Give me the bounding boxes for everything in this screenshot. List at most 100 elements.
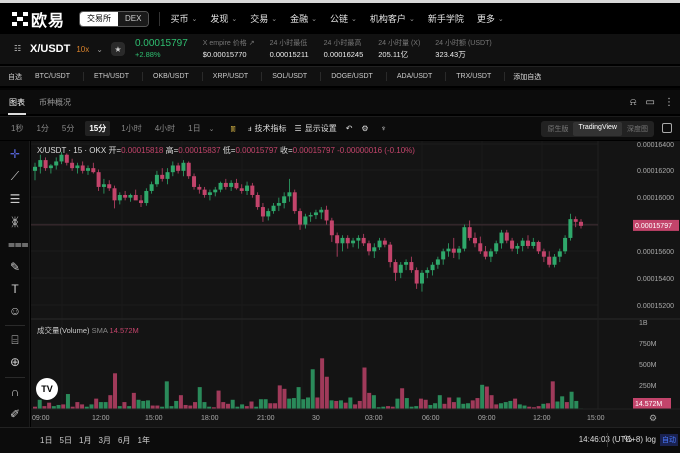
range-button[interactable]: 3月 [98, 436, 111, 445]
nav-item-1[interactable]: 发现 ⌄ [210, 12, 237, 25]
watchlist-pair[interactable]: XRP/USDT [203, 72, 263, 81]
watchlist-pair[interactable]: SOL/USDT [262, 72, 322, 81]
segment-dex[interactable]: DEX [118, 11, 149, 26]
svg-text:14.572M: 14.572M [635, 401, 662, 408]
log-toggle[interactable]: log [645, 435, 656, 444]
tradingview-logo[interactable]: TV [36, 378, 58, 400]
nav-item-5[interactable]: 机构客户 ⌄ [370, 12, 415, 25]
more-vertical-icon[interactable]: ⋮ [664, 97, 674, 108]
text-tool-icon[interactable]: T [11, 282, 19, 296]
tab-chart[interactable]: 图表 [8, 89, 26, 115]
timeframe-6[interactable]: 1日 [188, 124, 201, 133]
stat-value: 0.00015211 [269, 50, 309, 59]
price-alert-icon[interactable]: ⍾ [629, 97, 637, 108]
trendline-icon[interactable]: ⟋ [10, 169, 20, 183]
view-tradingview[interactable]: TradingView [573, 122, 622, 136]
stat-label: 24 小时额 (USDT) [435, 40, 492, 47]
timeframe-4[interactable]: 1小时 [121, 124, 142, 133]
segment-exchange[interactable]: 交易所 [80, 11, 119, 26]
add-watchlist-button[interactable]: 添加自选 [513, 73, 542, 81]
clock[interactable]: 14:46:03 (UTC+8) [578, 435, 643, 444]
nav-item-7[interactable]: 更多 ⌄ [477, 12, 504, 25]
divider [5, 377, 25, 378]
volume-title: 成交量(Volume) [37, 326, 90, 335]
watchlist-pair[interactable]: ETH/USDT [84, 72, 143, 81]
display-settings-button[interactable]: ☰ 显示设置 [295, 123, 337, 134]
zoom-in-icon[interactable]: ⊕ [9, 355, 21, 369]
svg-text:21:00: 21:00 [257, 415, 275, 422]
emoji-icon[interactable]: ☺ [8, 304, 22, 318]
indicators-button[interactable]: ⅎ 技术指标 [248, 123, 287, 134]
view-depth[interactable]: 深度图 [627, 126, 648, 133]
brush-icon[interactable]: ✎ [9, 260, 21, 274]
svg-text:⚙: ⚙ [649, 414, 657, 424]
range-button[interactable]: 1月 [79, 436, 92, 445]
chevron-down-icon: ⌄ [271, 15, 278, 23]
watchlist-pair[interactable]: TRX/USDT [446, 72, 506, 81]
bottom-bar: 1日 5日 1月 3月 6月 1年 14:46:03 (UTC+8) % log 自动 [0, 427, 680, 453]
svg-text:500M: 500M [639, 362, 657, 369]
nav-item-6[interactable]: 新手学院 [428, 12, 464, 25]
layout-window-icon[interactable]: ▭ [645, 97, 655, 108]
timeframe-2[interactable]: 5分 [61, 124, 75, 133]
candlestick-chart[interactable]: 0.000164000.000162000.000160000.00015800… [31, 141, 680, 427]
watchlist-pair[interactable]: DOGE/USDT [321, 72, 387, 81]
fullscreen-icon[interactable] [662, 123, 672, 133]
pair-name[interactable]: X/USDT [30, 43, 71, 55]
nav-item-3[interactable]: 金融 ⌄ [290, 12, 317, 25]
favorite-star-icon[interactable]: ★ [110, 42, 125, 56]
list-icon: ☰ [294, 124, 302, 133]
legend-close-label: 收= [279, 146, 293, 155]
ticker-bar: ☷ X/USDT 10x ⌄ ★ 0.00015797 +2.88% X emp… [0, 34, 680, 64]
indicators-icon: ⅎ [247, 124, 252, 133]
watchlist-pair[interactable]: OKB/USDT [143, 72, 203, 81]
magnet-icon[interactable]: ∩ [10, 385, 20, 399]
pair-dropdown-chevron-icon[interactable]: ⌄ [96, 44, 103, 54]
prediction-icon[interactable]: ⩶ [8, 237, 29, 251]
divider [5, 325, 25, 326]
settings-gear-icon[interactable]: ⚙ [361, 124, 369, 133]
volume-sma-label: SMA [91, 326, 108, 335]
range-button[interactable]: 1日 [40, 436, 53, 445]
timeframe-3[interactable]: 15分 [85, 121, 111, 136]
fib-retracement-icon[interactable]: ☰ [9, 192, 21, 206]
crosshair-icon[interactable]: ✛ [9, 147, 21, 161]
nav-item-4[interactable]: 公链 ⌄ [330, 12, 357, 25]
range-button[interactable]: 1年 [137, 436, 150, 445]
range-button[interactable]: 6月 [118, 436, 131, 445]
chart-toolbar: 1秒 1分 5分 15分 1小时 4小时 1日 ⌄ ⫾⫾ ⅎ 技术指标 ☰ 显示设置 ↶ ⚙ ♆… [0, 116, 680, 140]
stat-label: 24 小时最低 [269, 40, 308, 47]
percent-toggle[interactable]: % [623, 434, 632, 444]
candle-type-icon[interactable]: ⫾⫾ [230, 123, 236, 133]
legend-title: X/USDT · 15 · OKX [37, 146, 107, 155]
undo-icon[interactable]: ↶ [345, 124, 353, 133]
template-icon[interactable]: ♆ [380, 124, 387, 133]
auto-scale-toggle[interactable]: 自动 [660, 434, 678, 446]
okx-logo[interactable]: 欧易 [12, 7, 65, 31]
svg-text:0.00015600: 0.00015600 [637, 249, 674, 256]
timeframe-5[interactable]: 4小时 [154, 124, 176, 133]
view-native[interactable]: 原生版 [547, 126, 569, 133]
divider [159, 11, 161, 26]
watchlist-pairs: BTC/USDT ETH/USDT OKB/USDT XRP/USDT SOL/USDT… [25, 72, 506, 81]
watchlist-title[interactable]: 自选 [8, 73, 22, 81]
range-button[interactable]: 5日 [59, 436, 72, 445]
chart-area[interactable]: 0.000164000.000162000.000160000.00015800… [31, 141, 680, 427]
lock-drawings-icon[interactable]: ✐ [9, 407, 21, 421]
ruler-icon[interactable]: ⌸ [11, 333, 19, 347]
svg-text:12:00: 12:00 [92, 415, 110, 422]
watchlist-pair[interactable]: ADA/USDT [387, 72, 447, 81]
timeframe-1[interactable]: 1分 [36, 124, 49, 133]
watchlist-pair[interactable]: BTC/USDT [25, 72, 84, 81]
nav-item-0[interactable]: 买币 ⌄ [170, 12, 197, 25]
svg-text:0.00016000: 0.00016000 [637, 195, 674, 202]
nav-item-2[interactable]: 交易 ⌄ [250, 12, 277, 25]
pattern-icon[interactable]: ᛤ [11, 215, 19, 229]
tab-coin-overview[interactable]: 币种概况 [39, 97, 71, 107]
timeframe-dropdown-chevron-icon[interactable]: ⌄ [208, 125, 215, 133]
stat-value: $0.00015770 [202, 50, 247, 59]
tab-actions: ⍾ ▭ ⋮ [630, 97, 674, 108]
svg-text:12:00: 12:00 [533, 415, 551, 422]
timeframe-0[interactable]: 1秒 [11, 124, 24, 133]
legend-change: -0.00000016 (-0.10%) [337, 146, 415, 155]
